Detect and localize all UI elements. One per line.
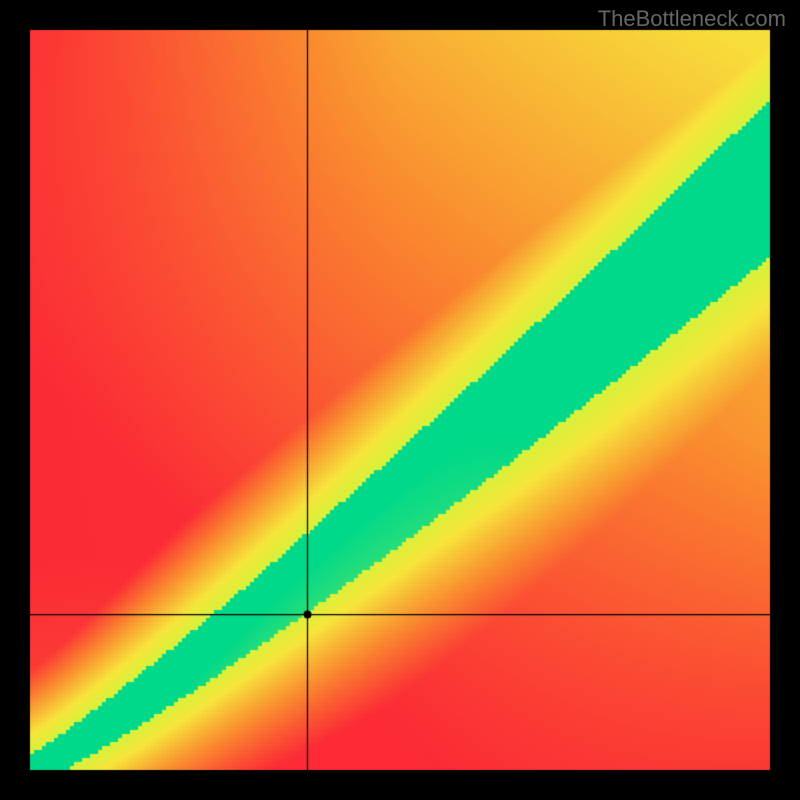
bottleneck-heatmap-canvas <box>0 0 800 800</box>
watermark-label: TheBottleneck.com <box>598 6 786 32</box>
chart-container: TheBottleneck.com <box>0 0 800 800</box>
